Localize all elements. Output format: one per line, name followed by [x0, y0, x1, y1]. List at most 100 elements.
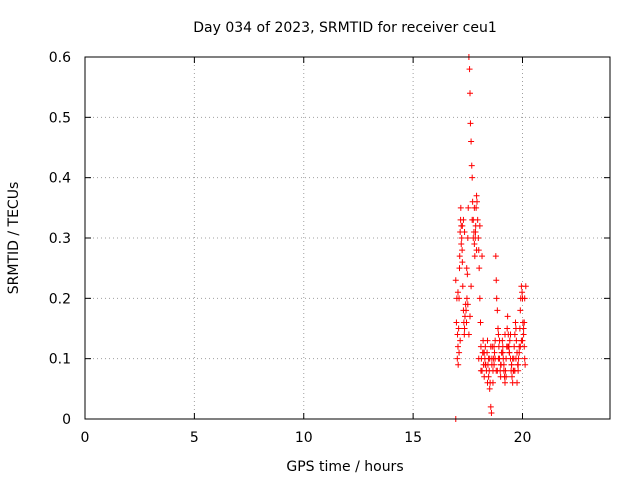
- data-point: [521, 319, 528, 326]
- data-point: [482, 343, 489, 350]
- data-point: [465, 204, 472, 211]
- data-point: [459, 247, 466, 254]
- data-point: [476, 265, 483, 272]
- data-point: [456, 349, 463, 356]
- data-point: [459, 222, 466, 229]
- y-axis-title: SRMTID / TECUs: [6, 182, 22, 295]
- data-point: [496, 337, 503, 344]
- data-point: [504, 325, 511, 332]
- data-point: [492, 253, 499, 260]
- data-point: [495, 355, 502, 362]
- data-point: [522, 283, 529, 290]
- y-tick-label: 0.1: [49, 352, 71, 368]
- axis-ticks: 0 5 10 15 20 0 0.1 0.2 0.3 0.4 0.5 0.6: [49, 50, 610, 446]
- data-point: [491, 349, 498, 356]
- data-point: [502, 367, 509, 374]
- data-point: [476, 222, 483, 229]
- data-point: [509, 373, 515, 380]
- data-point: [470, 235, 477, 241]
- x-tick-label: 0: [81, 430, 90, 446]
- data-point: [488, 409, 495, 416]
- x-tick-label: 15: [404, 430, 422, 446]
- data-point: [463, 265, 470, 272]
- data-point: [488, 361, 495, 368]
- data-point: [487, 403, 494, 410]
- data-point: [475, 235, 482, 241]
- data-point: [456, 265, 463, 272]
- data-point: [517, 343, 524, 350]
- data-point: [520, 331, 527, 338]
- data-point: [508, 361, 515, 368]
- data-point: [455, 325, 462, 332]
- data-point: [495, 331, 502, 338]
- data-point: [522, 361, 529, 368]
- x-tick-label: 20: [514, 430, 532, 446]
- data-point: [473, 247, 480, 254]
- data-point: [468, 138, 475, 145]
- data-point: [521, 355, 528, 362]
- data-point: [467, 90, 473, 97]
- data-point: [515, 361, 522, 368]
- y-tick-label: 0.3: [49, 231, 71, 247]
- data-point: [481, 349, 488, 356]
- data-point: [477, 367, 484, 374]
- data-point: [493, 295, 500, 302]
- data-point: [510, 367, 517, 374]
- data-point: [459, 283, 466, 290]
- data-point: [461, 228, 468, 235]
- data-point: [467, 120, 474, 127]
- data-point: [495, 325, 501, 332]
- x-tick-label: 10: [295, 430, 313, 446]
- data-point: [513, 337, 520, 344]
- data-point: [486, 385, 493, 392]
- data-point: [454, 343, 461, 350]
- data-point: [519, 289, 526, 296]
- data-point: [474, 216, 481, 223]
- y-tick-label: 0.6: [49, 50, 71, 66]
- data-point: [452, 277, 459, 284]
- data-point: [471, 253, 478, 260]
- data-point: [464, 271, 471, 278]
- data-point: [519, 337, 526, 344]
- data-point: [460, 216, 467, 223]
- y-tick-label: 0.5: [49, 110, 71, 126]
- data-point: [499, 349, 506, 356]
- data-point: [507, 331, 514, 338]
- y-tick-label: 0.2: [49, 291, 71, 307]
- data-point: [472, 228, 479, 235]
- data-point: [454, 331, 461, 338]
- data-point: [486, 355, 493, 362]
- data-point: [502, 379, 508, 386]
- data-point: [463, 295, 470, 302]
- data-point: [514, 379, 521, 386]
- data-point: [520, 325, 527, 332]
- data-point: [476, 295, 483, 302]
- data-point: [474, 198, 480, 205]
- data-point: [477, 319, 484, 326]
- data-point: [457, 204, 464, 211]
- data-point: [459, 259, 466, 266]
- data-point: [516, 349, 523, 356]
- plot-frame: [84, 56, 611, 420]
- x-axis-title: GPS time / hours: [286, 459, 403, 475]
- data-point: [494, 307, 501, 314]
- data-point: [493, 277, 500, 284]
- data-point: [512, 319, 519, 326]
- data-point: [469, 174, 476, 181]
- data-point: [521, 295, 528, 302]
- data-points: [452, 54, 529, 422]
- data-point: [468, 162, 475, 169]
- data-point: [454, 289, 461, 296]
- data-point: [493, 367, 500, 374]
- data-point: [468, 283, 475, 290]
- chart-title: Day 034 of 2023, SRMTID for receiver ceu…: [193, 20, 497, 36]
- data-point: [456, 253, 463, 260]
- x-tick-label: 5: [190, 430, 199, 446]
- data-point: [506, 349, 513, 356]
- data-point: [512, 355, 519, 362]
- data-point: [471, 204, 478, 211]
- data-point: [497, 361, 504, 368]
- data-point: [471, 241, 478, 248]
